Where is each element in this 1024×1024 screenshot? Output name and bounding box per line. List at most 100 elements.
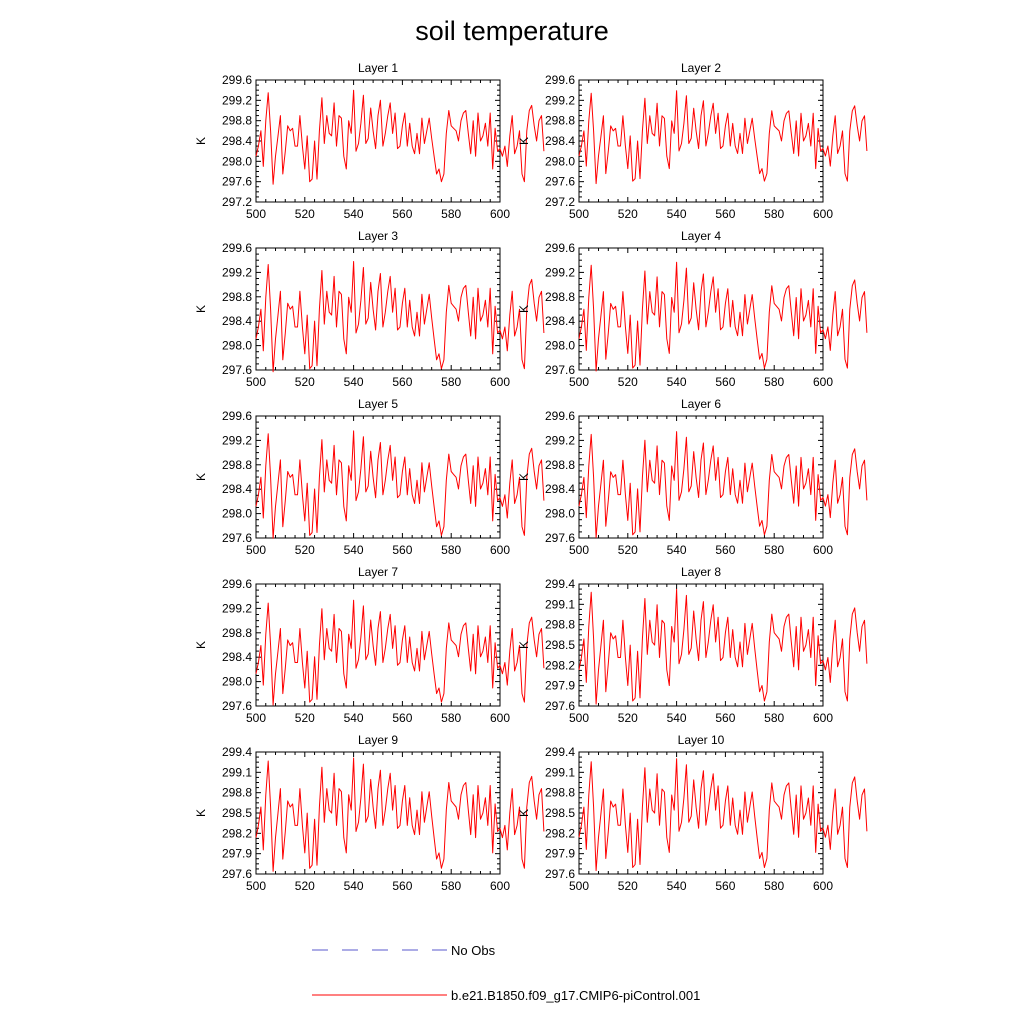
series-line-model [578, 758, 868, 872]
y-tick-label: 298.8 [222, 458, 252, 472]
y-tick-label: 297.9 [545, 847, 575, 861]
y-tick-label: 298.4 [222, 314, 252, 328]
x-tick-label: 540 [667, 543, 687, 557]
panel-8: Layer 8 K 500 520 540 560 580 600 297.6 297.9 298.… [517, 565, 868, 725]
y-tick-label: 297.2 [222, 195, 252, 209]
series-line-model [255, 430, 545, 539]
y-tick-label: 297.6 [545, 867, 575, 881]
x-tick-label: 540 [344, 711, 364, 725]
y-tick-label: 298.5 [222, 806, 252, 820]
y-tick-label: 298.2 [545, 826, 575, 840]
x-tick-label: 540 [344, 207, 364, 221]
panel-title: Layer 1 [358, 61, 398, 75]
y-tick-label: 298.8 [222, 786, 252, 800]
legend-no-obs-label: No Obs [451, 943, 496, 958]
x-tick-label: 600 [813, 207, 833, 221]
x-tick-label: 600 [813, 375, 833, 389]
y-tick-label: 299.6 [545, 73, 575, 87]
y-axis-label: K [194, 137, 208, 145]
x-tick-label: 560 [715, 543, 735, 557]
x-tick-label: 500 [569, 879, 589, 893]
y-tick-label: 298.0 [222, 154, 252, 168]
y-tick-label: 298.0 [222, 675, 252, 689]
y-axis-label: K [194, 809, 208, 817]
x-tick-label: 580 [441, 207, 461, 221]
y-tick-label: 298.4 [545, 134, 575, 148]
y-tick-label: 297.9 [222, 847, 252, 861]
x-tick-label: 500 [569, 711, 589, 725]
y-tick-label: 297.6 [545, 699, 575, 713]
y-tick-label: 298.4 [545, 482, 575, 496]
x-tick-label: 520 [295, 375, 315, 389]
x-tick-label: 560 [715, 711, 735, 725]
panel-7: Layer 7 K 500 520 540 560 580 600 297.6 298.0 298.… [194, 565, 545, 725]
series-line-model [578, 431, 868, 539]
y-tick-label: 299.2 [545, 265, 575, 279]
y-tick-label: 297.6 [222, 867, 252, 881]
plot-frame [578, 79, 824, 203]
panel-title: Layer 8 [681, 565, 721, 579]
y-tick-label: 299.1 [222, 765, 252, 779]
plot-frame [255, 79, 501, 203]
x-tick-label: 560 [715, 879, 735, 893]
panel-3: Layer 3 K 500 520 540 560 580 600 297.6 298.0 298.… [194, 229, 545, 389]
x-tick-label: 580 [441, 879, 461, 893]
x-tick-label: 500 [246, 879, 266, 893]
panel-9: Layer 9 K 500 520 540 560 580 600 297.6 297.9 298.… [194, 733, 545, 893]
y-tick-label: 298.5 [545, 638, 575, 652]
y-tick-label: 299.2 [222, 265, 252, 279]
panel-title: Layer 6 [681, 397, 721, 411]
x-tick-label: 560 [392, 543, 412, 557]
x-tick-label: 600 [813, 711, 833, 725]
panel-1: Layer 1 K 500 520 540 560 580 600 297.2 297.6 298.… [194, 61, 545, 221]
x-tick-label: 540 [667, 375, 687, 389]
y-axis-label: K [194, 473, 208, 481]
y-tick-label: 299.6 [545, 241, 575, 255]
panel-title: Layer 3 [358, 229, 398, 243]
x-tick-label: 520 [295, 543, 315, 557]
y-tick-label: 298.4 [545, 314, 575, 328]
x-tick-label: 560 [392, 207, 412, 221]
x-tick-label: 580 [441, 543, 461, 557]
y-tick-label: 298.8 [545, 458, 575, 472]
y-axis-label: K [194, 305, 208, 313]
y-tick-label: 299.1 [545, 597, 575, 611]
y-tick-label: 297.6 [222, 363, 252, 377]
legend-model-label: b.e21.B1850.f09_g17.CMIP6-piControl.001 [451, 988, 700, 1003]
x-tick-label: 500 [569, 543, 589, 557]
y-tick-label: 298.8 [545, 618, 575, 632]
x-tick-label: 540 [344, 879, 364, 893]
legend: No Obs b.e21.B1850.f09_g17.CMIP6-piContr… [312, 943, 700, 1003]
y-axis-label: K [517, 473, 531, 481]
x-tick-label: 580 [764, 543, 784, 557]
y-tick-label: 299.2 [545, 433, 575, 447]
y-tick-label: 297.6 [222, 531, 252, 545]
y-tick-label: 298.2 [545, 658, 575, 672]
y-tick-label: 299.2 [545, 93, 575, 107]
y-tick-label: 299.6 [222, 73, 252, 87]
series-line-model [255, 261, 545, 373]
x-tick-label: 500 [569, 375, 589, 389]
x-tick-label: 520 [618, 879, 638, 893]
y-tick-label: 299.6 [222, 241, 252, 255]
x-tick-label: 540 [344, 375, 364, 389]
panel-2: Layer 2 K 500 520 540 560 580 600 297.2 297.6 298.… [517, 61, 868, 221]
x-tick-label: 600 [490, 207, 510, 221]
panel-title: Layer 10 [678, 733, 725, 747]
x-tick-label: 520 [618, 711, 638, 725]
y-tick-label: 298.2 [222, 826, 252, 840]
x-tick-label: 560 [392, 879, 412, 893]
x-tick-label: 580 [441, 375, 461, 389]
y-tick-label: 298.8 [222, 114, 252, 128]
panel-6: Layer 6 K 500 520 540 560 580 600 297.6 298.0 298.… [517, 397, 868, 557]
y-tick-label: 298.4 [222, 650, 252, 664]
x-tick-label: 560 [392, 375, 412, 389]
series-line-model [255, 757, 545, 872]
series-line-model [255, 89, 545, 185]
y-tick-label: 299.2 [222, 433, 252, 447]
panel-title: Layer 4 [681, 229, 721, 243]
panel-5: Layer 5 K 500 520 540 560 580 600 297.6 298.0 298.… [194, 397, 545, 557]
y-axis-label: K [517, 641, 531, 649]
x-tick-label: 580 [764, 879, 784, 893]
